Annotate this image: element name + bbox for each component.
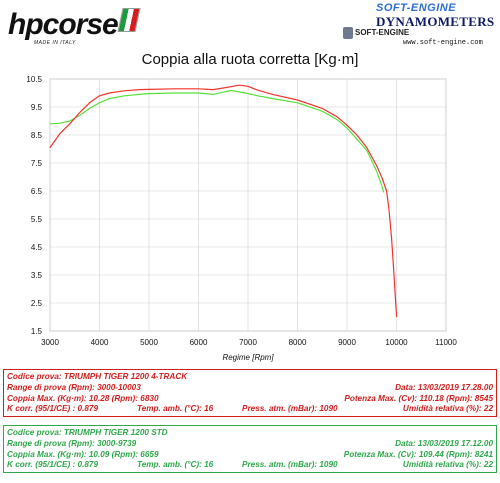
x-tick-label: 10000 — [385, 338, 408, 347]
series-group — [49, 84, 398, 318]
umidita: Umidità relativa (%): 22 — [402, 460, 493, 470]
y-tick-label: 2.5 — [31, 299, 43, 308]
series-line-red — [49, 84, 398, 318]
x-tick-label: 9000 — [338, 338, 356, 347]
hpcorse-logo-text: hpcorse — [8, 8, 119, 41]
x-tick-label: 4000 — [91, 338, 109, 347]
y-tick-label: 4.5 — [31, 243, 43, 252]
softengine-logo: SOFT-ENGINE — [343, 27, 409, 39]
coppia-max: Coppia Max. (Kg·m): 10.09 (Rpm): 6659 — [7, 449, 159, 459]
coppia-max: Coppia Max. (Kg·m): 10.28 (Rpm): 6830 — [7, 393, 159, 403]
x-tick-label: 5000 — [140, 338, 158, 347]
series-line-green — [49, 89, 385, 193]
x-tick-label: 11000 — [435, 338, 457, 347]
engine-icon — [343, 27, 353, 39]
test-panel-red: Codice prova: TRIUMPH TIGER 1200 4-TRACK… — [3, 369, 497, 417]
y-tick-label: 3.5 — [31, 271, 43, 280]
dynamometers-title: DYNAMOMETERS — [376, 14, 495, 29]
range-prova: Range di prova (Rpm): 3000-9739 — [7, 438, 137, 448]
potenza-max: Potenza Max. (Cv): 110.18 (Rpm): 8545 — [344, 393, 493, 403]
softengine-brand: SOFT-ENGINE — [376, 2, 457, 14]
softengine-url: www.soft-engine.com — [403, 39, 483, 47]
y-axis: 10.5 9.5 8.5 7.5 6.5 5.5 4.5 3.5 2.5 1.5 — [26, 75, 42, 336]
chart-title: Coppia alla ruota corretta [Kg·m] — [141, 51, 359, 68]
test-panel-green: Codice prova: TRIUMPH TIGER 1200 STD Ran… — [3, 425, 497, 473]
press-atm: Press. atm. (mBar): 1090 — [242, 404, 338, 414]
press-atm: Press. atm. (mBar): 1090 — [242, 460, 338, 470]
temp-amb: Temp. amb. (°C): 16 — [137, 404, 214, 414]
y-tick-label: 9.5 — [31, 103, 43, 112]
umidita: Umidità relativa (%): 22 — [402, 404, 493, 414]
x-tick-label: 7000 — [239, 338, 257, 347]
range-prova: Range di prova (Rpm): 3000-10003 — [7, 382, 141, 392]
grid — [49, 78, 447, 332]
codice-prova: Codice prova: TRIUMPH TIGER 1200 STD — [7, 428, 168, 437]
x-tick-label: 3000 — [41, 338, 59, 347]
hpcorse-logo: hpcorse — [8, 8, 141, 42]
k-corr: K corr. (95/1/CE) : 0.879 — [7, 404, 99, 414]
y-tick-label: 7.5 — [31, 159, 43, 168]
hpcorse-subtitle: MADE IN ITALY — [34, 40, 76, 46]
y-tick-label: 10.5 — [26, 75, 42, 84]
x-axis-label: Regime [Rpm] — [222, 353, 274, 362]
x-tick-label: 8000 — [289, 338, 307, 347]
codice-prova: Codice prova: TRIUMPH TIGER 1200 4-TRACK — [7, 372, 188, 381]
x-tick-label: 6000 — [190, 338, 208, 347]
y-tick-label: 5.5 — [31, 215, 43, 224]
y-tick-label: 1.5 — [31, 327, 43, 336]
k-corr: K corr. (95/1/CE) : 0.879 — [7, 460, 99, 470]
y-tick-label: 6.5 — [31, 187, 43, 196]
torque-chart: 10.5 9.5 8.5 7.5 6.5 5.5 4.5 3.5 2.5 1.5 3000 4000… — [26, 75, 457, 362]
italian-flag-icon — [117, 8, 141, 32]
potenza-max: Potenza Max. (Cv): 109.44 (Rpm): 8241 — [343, 449, 493, 459]
y-tick-label: 8.5 — [31, 131, 43, 140]
temp-amb: Temp. amb. (°C): 16 — [137, 460, 214, 470]
data-prova: Data: 13/03/2019 17.12.00 — [395, 438, 493, 448]
data-prova: Data: 13/03/2019 17.28.00 — [395, 382, 493, 392]
x-axis: 3000 4000 5000 6000 7000 8000 9000 10000 11000 — [41, 338, 457, 347]
softengine-logo-text: SOFT-ENGINE — [355, 28, 410, 38]
header: hpcorse MADE IN ITALY SOFT-ENGINE DYNAMO… — [0, 0, 500, 50]
